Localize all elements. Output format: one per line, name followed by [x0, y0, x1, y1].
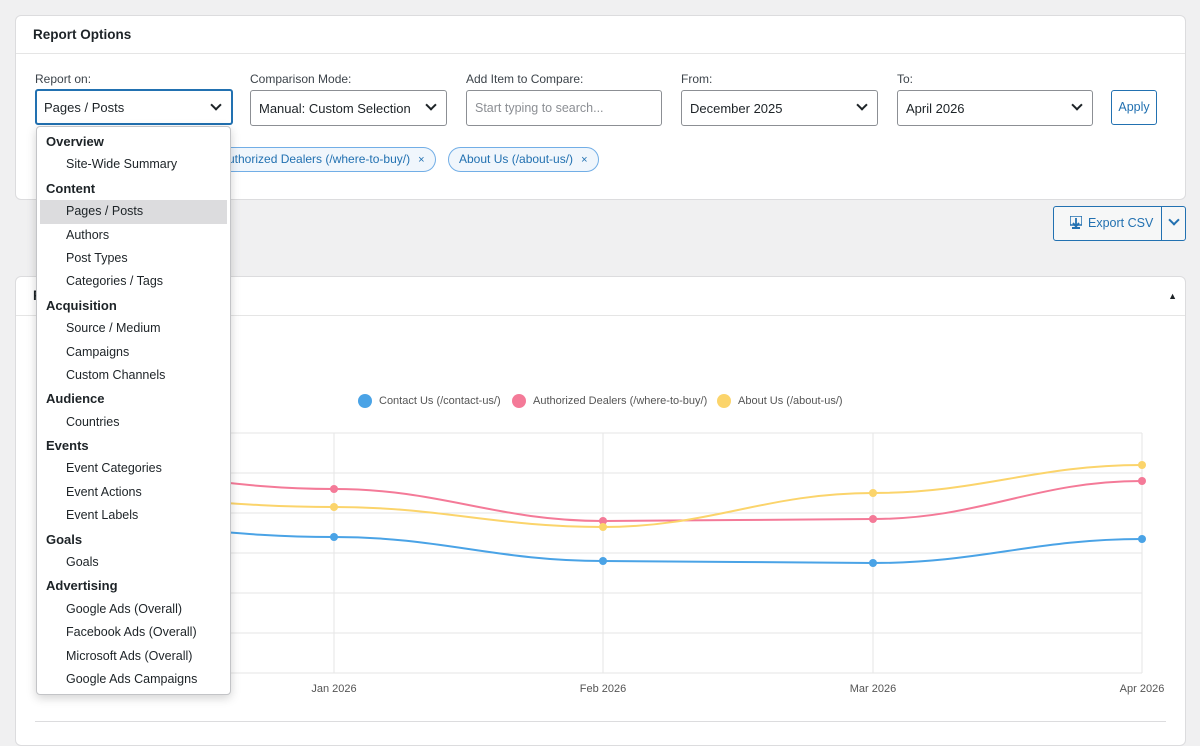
dropdown-group-label: Advertising — [46, 578, 118, 594]
to-value: April 2026 — [906, 101, 965, 116]
download-icon — [1070, 216, 1082, 229]
dropdown-option[interactable]: Custom Channels — [66, 367, 166, 382]
from-label: From: — [681, 72, 713, 86]
dropdown-option[interactable]: Microsoft Ads (Overall) — [66, 648, 193, 663]
dropdown-option[interactable]: Google Ads Campaigns — [66, 671, 198, 686]
panel-title: Report Options — [16, 16, 1185, 54]
comparison-mode-select[interactable]: Manual: Custom Selection — [250, 90, 447, 126]
dropdown-option[interactable]: Event Categories — [66, 461, 162, 476]
dropdown-option[interactable]: Campaigns — [66, 344, 130, 359]
from-select[interactable]: December 2025 — [681, 90, 878, 126]
dropdown-group-label: Overview — [46, 134, 104, 149]
compare-chip[interactable]: uthorized Dealers (/where-to-buy/) × — [212, 147, 436, 172]
chip-label: uthorized Dealers (/where-to-buy/) — [228, 152, 411, 166]
chevron-down-icon — [425, 99, 437, 111]
chevron-down-icon — [1168, 214, 1180, 226]
dropdown-option[interactable]: Facebook Ads (Overall) — [66, 625, 197, 640]
add-item-search-input[interactable]: Start typing to search... — [466, 90, 662, 126]
dropdown-group-label: Goals — [46, 531, 83, 547]
export-options-toggle[interactable] — [1161, 207, 1185, 240]
add-item-label: Add Item to Compare: — [466, 72, 584, 86]
remove-chip-icon[interactable]: × — [418, 154, 425, 166]
to-select[interactable]: April 2026 — [897, 90, 1093, 126]
compare-chip[interactable]: About Us (/about-us/) × — [448, 147, 599, 172]
comparison-mode-label: Comparison Mode: — [250, 72, 352, 86]
dropdown-group-label: Events — [46, 438, 89, 454]
comparison-mode-value: Manual: Custom Selection — [259, 101, 411, 116]
from-value: December 2025 — [690, 101, 783, 116]
chip-label: About Us (/about-us/) — [459, 152, 574, 166]
remove-chip-icon[interactable]: × — [581, 154, 588, 166]
dropdown-option[interactable]: Categories / Tags — [66, 274, 164, 289]
collapse-icon[interactable]: ▲ — [1168, 291, 1177, 301]
dropdown-group-label: Audience — [46, 391, 105, 407]
dropdown-option[interactable]: Pages / Posts — [40, 200, 227, 224]
dropdown-option[interactable]: Google Ads (Overall) — [66, 601, 183, 616]
report-on-label: Report on: — [35, 72, 92, 86]
export-csv-button-group: Export CSV — [1053, 206, 1186, 241]
dropdown-option[interactable]: Event Labels — [66, 508, 139, 523]
chevron-down-icon — [856, 99, 868, 111]
dropdown-group-label: Acquisition — [46, 297, 117, 313]
dropdown-option[interactable]: Goals — [66, 555, 99, 570]
to-label: To: — [897, 72, 914, 86]
chevron-down-icon — [1071, 99, 1083, 111]
dropdown-option[interactable]: Event Actions — [66, 484, 142, 499]
dropdown-option[interactable]: Source / Medium — [66, 321, 161, 336]
dropdown-option[interactable]: Authors — [66, 227, 110, 242]
export-csv-label: Export CSV — [1088, 216, 1154, 230]
report-on-value: Pages / Posts — [44, 100, 125, 115]
chevron-down-icon — [210, 99, 222, 111]
dropdown-option[interactable]: Site-Wide Summary — [66, 157, 178, 172]
add-item-placeholder: Start typing to search... — [475, 101, 604, 115]
report-on-select[interactable]: Pages / Posts — [35, 89, 233, 125]
dropdown-option[interactable]: Countries — [66, 414, 120, 429]
report-on-dropdown-menu: Overview Site-Wide Summary Content Pages / … — [36, 126, 231, 695]
dropdown-group-label: Content — [46, 180, 96, 196]
apply-button[interactable]: Apply — [1111, 90, 1157, 125]
export-csv-button[interactable]: Export CSV — [1054, 207, 1161, 240]
dropdown-option[interactable]: Post Types — [66, 250, 128, 265]
